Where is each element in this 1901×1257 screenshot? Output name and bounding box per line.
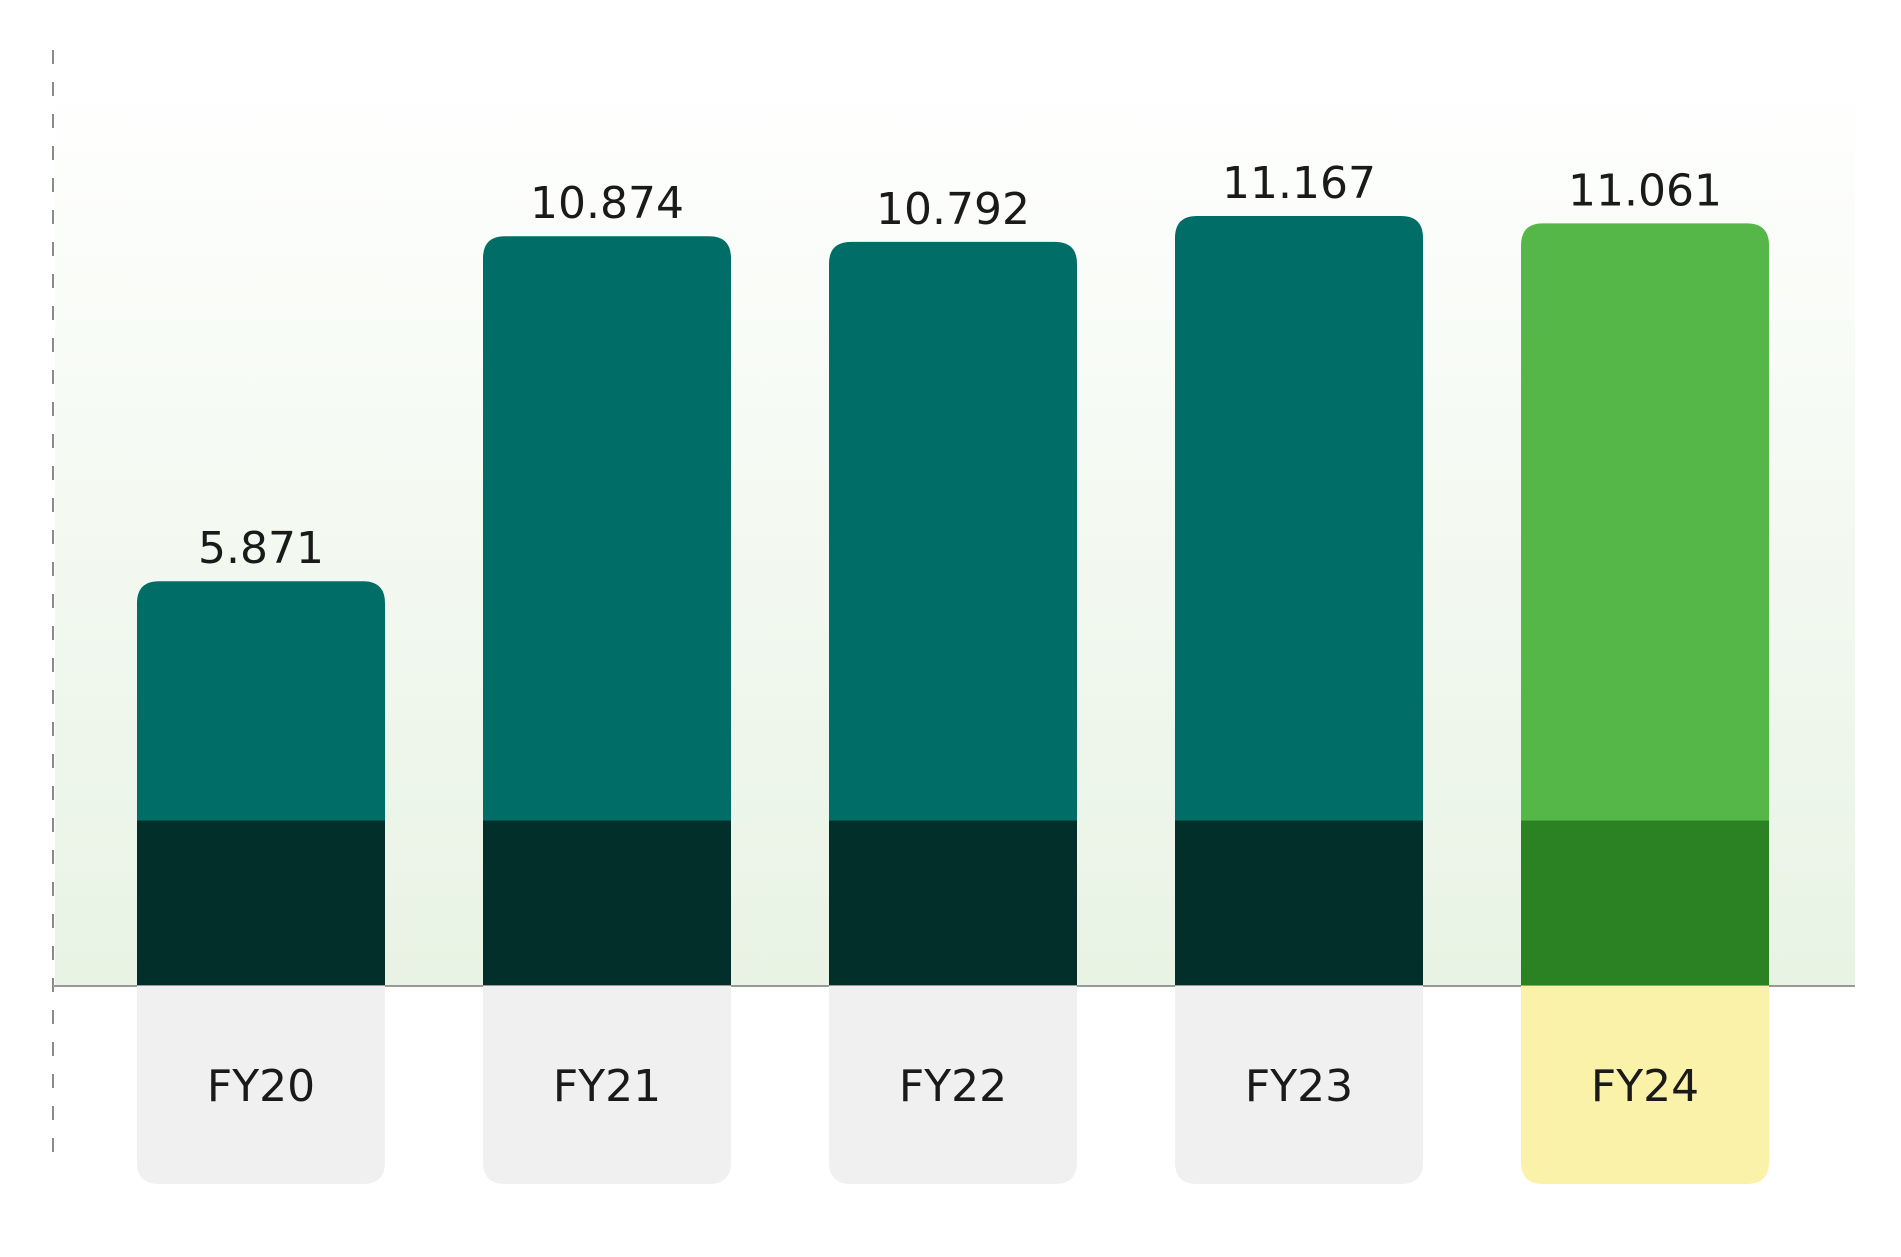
category-label-fy21: FY21 <box>553 1061 661 1112</box>
bars-layer <box>137 216 1769 986</box>
category-label-bg-fy20 <box>137 986 385 1184</box>
value-label-fy21: 10.874 <box>530 178 684 229</box>
bar-lower-fy20 <box>137 820 385 986</box>
value-label-fy22: 10.792 <box>876 184 1030 235</box>
bar-upper-fy21 <box>483 236 731 821</box>
category-label-bg-fy21 <box>483 986 731 1184</box>
category-label-bg-fy24 <box>1521 986 1769 1184</box>
category-label-fy22: FY22 <box>899 1061 1007 1112</box>
bar-lower-fy22 <box>829 820 1077 986</box>
category-label-fy23: FY23 <box>1245 1061 1353 1112</box>
category-label-fy20: FY20 <box>207 1061 315 1112</box>
bar-lower-fy24 <box>1521 820 1769 986</box>
value-label-fy23: 11.167 <box>1222 158 1376 209</box>
bar-upper-fy20 <box>137 581 385 821</box>
bar-lower-fy23 <box>1175 820 1423 986</box>
value-label-fy24: 11.061 <box>1568 165 1722 216</box>
bar-upper-fy24 <box>1521 223 1769 821</box>
bar-upper-fy22 <box>829 241 1077 821</box>
bar-upper-fy23 <box>1175 216 1423 821</box>
category-label-bg-fy22 <box>829 986 1077 1184</box>
bar-lower-fy21 <box>483 820 731 986</box>
value-label-fy20: 5.871 <box>198 523 324 574</box>
category-label-bg-fy23 <box>1175 986 1423 1184</box>
labels-layer: 5.871 FY20 10.874 FY21 10.792 FY22 11.167 FY23 1… <box>137 158 1769 1184</box>
category-label-fy24: FY24 <box>1591 1061 1699 1112</box>
